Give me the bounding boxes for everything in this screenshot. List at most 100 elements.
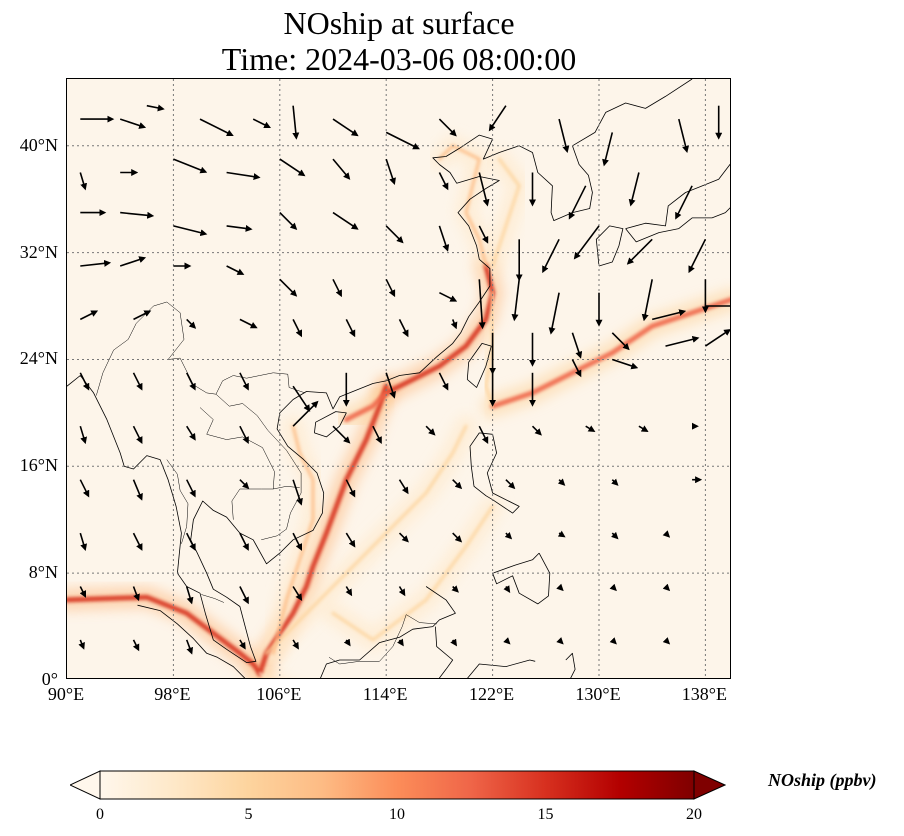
coastline: [435, 626, 454, 678]
wind-arrow: [185, 479, 196, 498]
country-border: [166, 459, 189, 544]
wind-arrow: [557, 530, 566, 538]
wind-arrow: [226, 171, 261, 181]
wind-arrow: [626, 238, 653, 265]
wind-arrow: [292, 639, 299, 650]
wind-arrow: [609, 583, 617, 592]
wind-arrow: [252, 118, 271, 128]
lon-tick-label: 90°E: [47, 684, 85, 704]
wind-arrow: [292, 319, 302, 338]
lon-tick-label: 138°E: [681, 684, 727, 704]
wind-arrow: [438, 118, 457, 137]
coastline: [625, 163, 730, 243]
wind-arrow: [452, 532, 463, 543]
wind-arrow: [675, 185, 693, 220]
wind-arrow: [531, 425, 542, 436]
wind-arrow: [78, 639, 85, 650]
coastline: [595, 225, 624, 267]
wind-arrow: [662, 530, 671, 538]
wind-arrow: [332, 278, 342, 298]
wind-arrow: [79, 172, 88, 191]
wind-arrow: [662, 583, 671, 592]
coastline: [314, 411, 347, 438]
wind-arrow: [345, 479, 356, 498]
wind-arrow: [80, 259, 112, 267]
wind-arrow: [452, 479, 463, 490]
wind-arrow: [557, 478, 566, 486]
wind-arrow: [585, 425, 596, 433]
wind-arrow: [450, 638, 458, 647]
wind-arrow: [385, 225, 404, 244]
wind-arrow: [451, 585, 459, 593]
wind-arrow: [505, 479, 516, 490]
wind-arrow: [571, 359, 582, 378]
lat-tick-label: 40°N: [19, 134, 58, 155]
lon-tick-label: 122°E: [468, 684, 515, 704]
wind-arrow: [345, 586, 353, 597]
wind-arrow: [173, 158, 208, 174]
wind-arrow: [343, 638, 351, 647]
chart-title: NOship at surface: [283, 5, 515, 41]
wind-arrow: [173, 225, 208, 237]
colorbar-extend-max: [693, 770, 727, 800]
wind-arrow: [292, 586, 303, 601]
wind-arrow: [678, 118, 689, 154]
wind-arrow: [239, 586, 249, 605]
wind-arrow: [602, 132, 614, 167]
wind-arrow: [132, 532, 143, 551]
wind-arrow: [239, 425, 249, 444]
wind-arrow: [239, 639, 246, 650]
wind-arrow: [571, 332, 583, 359]
wind-arrow: [450, 319, 458, 330]
wind-arrow: [573, 225, 600, 260]
wind-arrow: [186, 318, 197, 329]
wind-arrow: [279, 212, 298, 231]
shipping-lane: [331, 504, 495, 642]
shipping-lane: [265, 424, 468, 655]
wind-arrow: [611, 531, 619, 540]
shipping-lane: [491, 157, 521, 268]
wind-arrow: [199, 118, 234, 136]
wind-arrow: [568, 185, 587, 220]
wind-arrow: [239, 318, 258, 329]
country-border: [328, 614, 437, 665]
wind-arrow: [345, 319, 356, 338]
wind-arrow: [79, 586, 86, 598]
wind-arrow: [548, 292, 560, 335]
shipping-lane-glow: [67, 134, 730, 678]
colorbar: [68, 770, 727, 800]
wind-arrow: [119, 256, 147, 267]
wind-arrow: [79, 310, 99, 321]
coastline: [137, 604, 246, 678]
wind-arrow: [279, 278, 298, 297]
wind-arrow: [332, 211, 359, 230]
colorbar-tick-label: 0: [96, 806, 104, 823]
wind-arrow: [398, 319, 409, 338]
wind-arrow: [397, 638, 404, 647]
country-border: [215, 394, 302, 541]
coastline: [67, 79, 693, 663]
wind-arrow: [332, 118, 359, 137]
wind-arrow: [332, 158, 351, 180]
wind-arrow: [652, 309, 687, 321]
wind-arrow: [438, 372, 449, 391]
lat-tick-label: 0°: [41, 669, 58, 689]
lat-tick-label: 24°N: [19, 348, 58, 369]
wind-arrow: [398, 586, 406, 597]
wind-arrow: [662, 637, 671, 645]
wind-arrow: [438, 172, 449, 191]
wind-arrow: [504, 531, 513, 540]
wind-arrow: [611, 478, 619, 486]
wind-arrow: [425, 425, 436, 436]
wind-arrow: [132, 372, 143, 391]
wind-arrow: [704, 328, 730, 347]
wind-arrow: [398, 532, 409, 543]
colorbar-extend-min: [68, 770, 101, 800]
wind-arrow: [345, 532, 356, 548]
wind-arrow: [478, 425, 489, 444]
lat-tick-label: 32°N: [19, 241, 58, 262]
wind-arrow: [385, 158, 396, 185]
country-borders: [96, 301, 437, 665]
colorbar-tick-label: 15: [537, 806, 554, 823]
map-panel: [66, 78, 731, 679]
